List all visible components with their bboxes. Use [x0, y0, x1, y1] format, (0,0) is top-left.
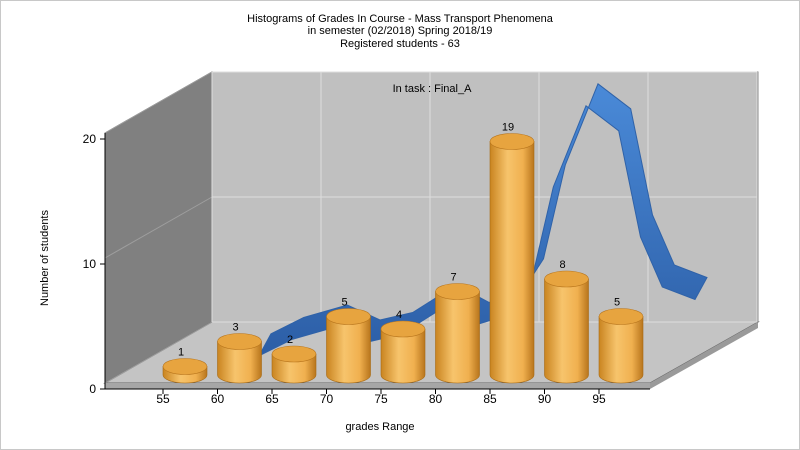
x-tick-label: 75: [374, 392, 388, 406]
floor-edge-front: [105, 383, 650, 389]
x-tick-label: 90: [538, 392, 552, 406]
bar-body: [380, 328, 426, 384]
x-tick-label: 65: [265, 392, 279, 406]
bar-value-label: 1: [178, 347, 184, 359]
floor-edge-right: [650, 322, 758, 389]
bar-value-label: 5: [614, 297, 620, 309]
bars: 1 3 2 5 4 7 19 8 5: [162, 122, 644, 384]
bar-value-label: 2: [287, 334, 293, 346]
bar-70: [326, 308, 371, 384]
bar-55: [162, 358, 208, 384]
bar-top: [435, 283, 480, 300]
bar-top: [544, 270, 589, 288]
bar-80: [435, 283, 480, 384]
bar-body: [489, 141, 535, 384]
bar-value-label: 3: [232, 322, 238, 334]
bar-value-label: 8: [559, 259, 565, 271]
chart-title-line-3: Registered students - 63: [340, 38, 460, 50]
bar-65: [271, 345, 317, 384]
y-tick-label: 20: [83, 132, 97, 146]
bar-body: [217, 341, 262, 384]
task-annotation: In task : Final_A: [393, 83, 473, 95]
bar-75: [380, 320, 426, 384]
x-tick-label: 55: [156, 392, 170, 406]
chart-title-line-1: Histograms of Grades In Course - Mass Tr…: [247, 13, 554, 25]
bar-top: [598, 308, 644, 325]
bar-60: [217, 333, 262, 384]
bar-top: [162, 358, 208, 375]
bar-top: [326, 308, 371, 325]
bar-top: [380, 320, 426, 338]
x-ticks: 55 60 65 70 75 80 85 90 95: [156, 389, 606, 406]
x-axis-title: grades Range: [345, 421, 414, 433]
bar-body: [326, 316, 371, 384]
y-tick-label: 0: [89, 382, 96, 396]
y-ticks: 0 10 20: [83, 132, 105, 396]
x-tick-label: 80: [429, 392, 443, 406]
bar-95: [598, 308, 644, 384]
side-wall-gridline: [104, 321, 213, 384]
bar-value-label: 4: [396, 309, 402, 321]
bar-body: [598, 316, 644, 384]
x-tick-label: 60: [211, 392, 225, 406]
bar-top: [217, 333, 262, 350]
chart-title-line-2: in semester (02/2018) Spring 2018/19: [308, 25, 493, 37]
bar-body: [544, 278, 589, 384]
x-tick-label: 95: [592, 392, 606, 406]
x-tick-label: 85: [483, 392, 497, 406]
bar-top: [271, 345, 317, 363]
side-wall-gridline: [104, 71, 213, 134]
side-wall-gridline: [104, 196, 213, 259]
bar-value-label: 19: [502, 122, 514, 134]
x-tick-label: 70: [320, 392, 334, 406]
y-axis-title: Number of students: [39, 210, 51, 306]
bar-value-label: 7: [450, 272, 456, 284]
bar-90: [544, 270, 589, 384]
bar-body: [435, 291, 480, 384]
bar-top: [489, 133, 535, 150]
y-tick-label: 10: [83, 257, 97, 271]
bar-value-label: 5: [341, 297, 347, 309]
bar-85: [489, 133, 535, 384]
gridlines: [104, 71, 758, 384]
